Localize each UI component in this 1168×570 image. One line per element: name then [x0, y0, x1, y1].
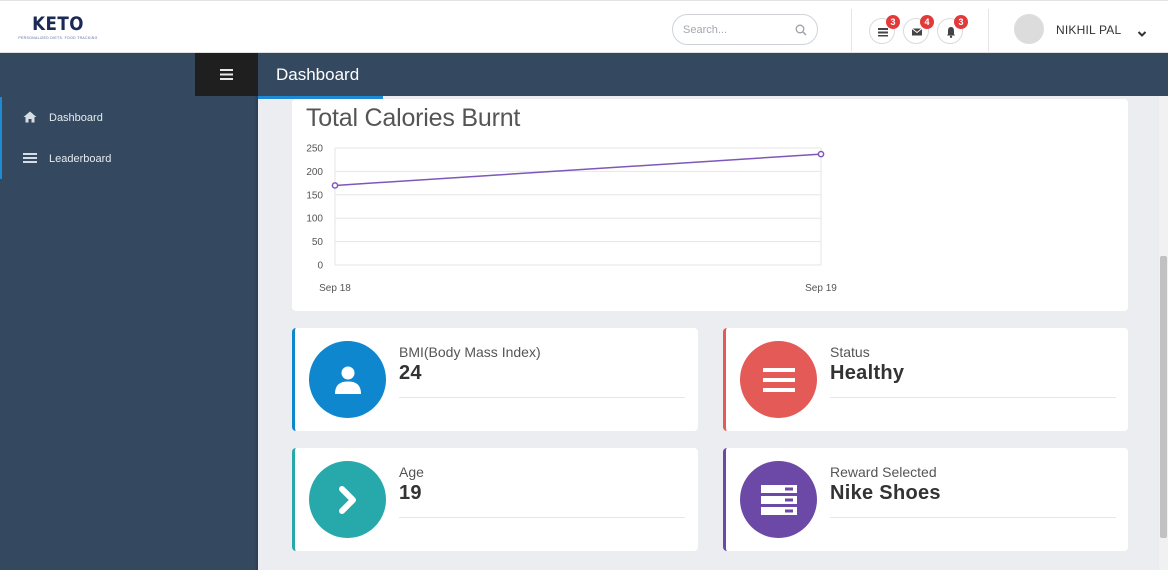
y-tick-label: 250 — [306, 144, 323, 155]
hamburger-icon — [220, 69, 233, 80]
bmi-icon-circle — [309, 341, 386, 418]
stat-divider — [399, 397, 685, 398]
active-indicator — [0, 138, 2, 179]
sidebar-item-dashboard[interactable]: Dashboard — [0, 97, 254, 138]
messages-notification-button[interactable]: 4 — [903, 15, 934, 44]
stat-label: Reward Selected — [830, 464, 937, 480]
reward-icon-circle — [740, 461, 817, 538]
stat-value: Healthy — [830, 362, 905, 384]
tasks-notification-button[interactable]: 3 — [869, 15, 900, 44]
scrollbar-thumb[interactable] — [1160, 256, 1167, 538]
envelope-icon — [911, 28, 923, 36]
header-divider — [988, 9, 989, 51]
stat-value: 24 — [399, 362, 422, 384]
y-tick-label: 200 — [306, 167, 323, 178]
stat-value: Nike Shoes — [830, 482, 941, 504]
navbar — [0, 53, 1168, 96]
stat-value: 19 — [399, 482, 422, 504]
bmi-card: BMI(Body Mass Index) 24 — [292, 328, 698, 431]
menu-toggle-button[interactable] — [195, 53, 258, 96]
stat-divider — [830, 517, 1116, 518]
search-box[interactable] — [672, 14, 818, 45]
y-tick-label: 100 — [306, 214, 323, 225]
bars-icon — [23, 153, 37, 163]
chart-title: Total Calories Burnt — [306, 104, 521, 132]
user-name[interactable]: NIKHIL PAL — [1056, 23, 1122, 37]
reward-card: Reward Selected Nike Shoes — [723, 448, 1128, 551]
status-card: Status Healthy — [723, 328, 1128, 431]
y-tick-label: 150 — [306, 190, 323, 201]
series-line — [334, 153, 822, 187]
header-divider — [851, 9, 852, 51]
stat-divider — [830, 397, 1116, 398]
x-tick-label: Sep 19 — [805, 283, 837, 294]
title-underline — [258, 96, 383, 99]
search-input[interactable] — [683, 21, 783, 39]
avatar[interactable] — [1014, 14, 1044, 44]
notification-badge: 3 — [954, 15, 968, 29]
top-header: KETO PERSONALIZED DIETS. FOOD TRACKING 3… — [0, 0, 1168, 53]
bell-icon — [947, 27, 955, 38]
x-tick-label: Sep 18 — [319, 283, 351, 294]
sidebar: Dashboard Leaderboard — [0, 96, 258, 570]
age-icon-circle — [309, 461, 386, 538]
alerts-notification-button[interactable]: 3 — [937, 15, 968, 44]
search-icon[interactable] — [795, 23, 807, 41]
calories-chart-card: Total Calories Burnt 0 50 100 150 200 250 Sep … — [292, 99, 1128, 311]
age-card: Age 19 — [292, 448, 698, 551]
sidebar-item-leaderboard[interactable]: Leaderboard — [0, 138, 254, 179]
server-icon — [760, 484, 797, 515]
data-point — [817, 150, 825, 158]
logo-tagline: PERSONALIZED DIETS. FOOD TRACKING — [18, 36, 98, 40]
y-tick-label: 50 — [312, 237, 324, 248]
chevron-down-icon[interactable] — [1137, 25, 1147, 43]
stat-label: Status — [830, 344, 870, 360]
stat-divider — [399, 517, 685, 518]
home-icon — [23, 111, 37, 123]
notification-badge: 4 — [920, 15, 934, 29]
logo-text: KETO — [32, 13, 84, 35]
chevron-right-icon — [338, 485, 356, 514]
active-indicator — [0, 97, 2, 138]
sidebar-edge — [254, 96, 258, 570]
status-icon-circle — [740, 341, 817, 418]
list-icon — [878, 28, 888, 37]
menu-icon — [762, 367, 795, 392]
user-icon — [334, 366, 361, 394]
notification-badge: 3 — [886, 15, 900, 29]
sidebar-item-label: Dashboard — [49, 112, 103, 124]
sidebar-item-label: Leaderboard — [49, 153, 112, 165]
calories-line-chart: 0 50 100 150 200 250 Sep 18 Sep 19 — [306, 144, 837, 295]
data-point — [331, 182, 339, 189]
logo[interactable]: KETO PERSONALIZED DIETS. FOOD TRACKING — [13, 13, 103, 47]
y-tick-label: 0 — [317, 261, 323, 272]
stat-label: Age — [399, 464, 424, 480]
stat-label: BMI(Body Mass Index) — [399, 344, 541, 360]
page-title: Dashboard — [276, 65, 360, 84]
